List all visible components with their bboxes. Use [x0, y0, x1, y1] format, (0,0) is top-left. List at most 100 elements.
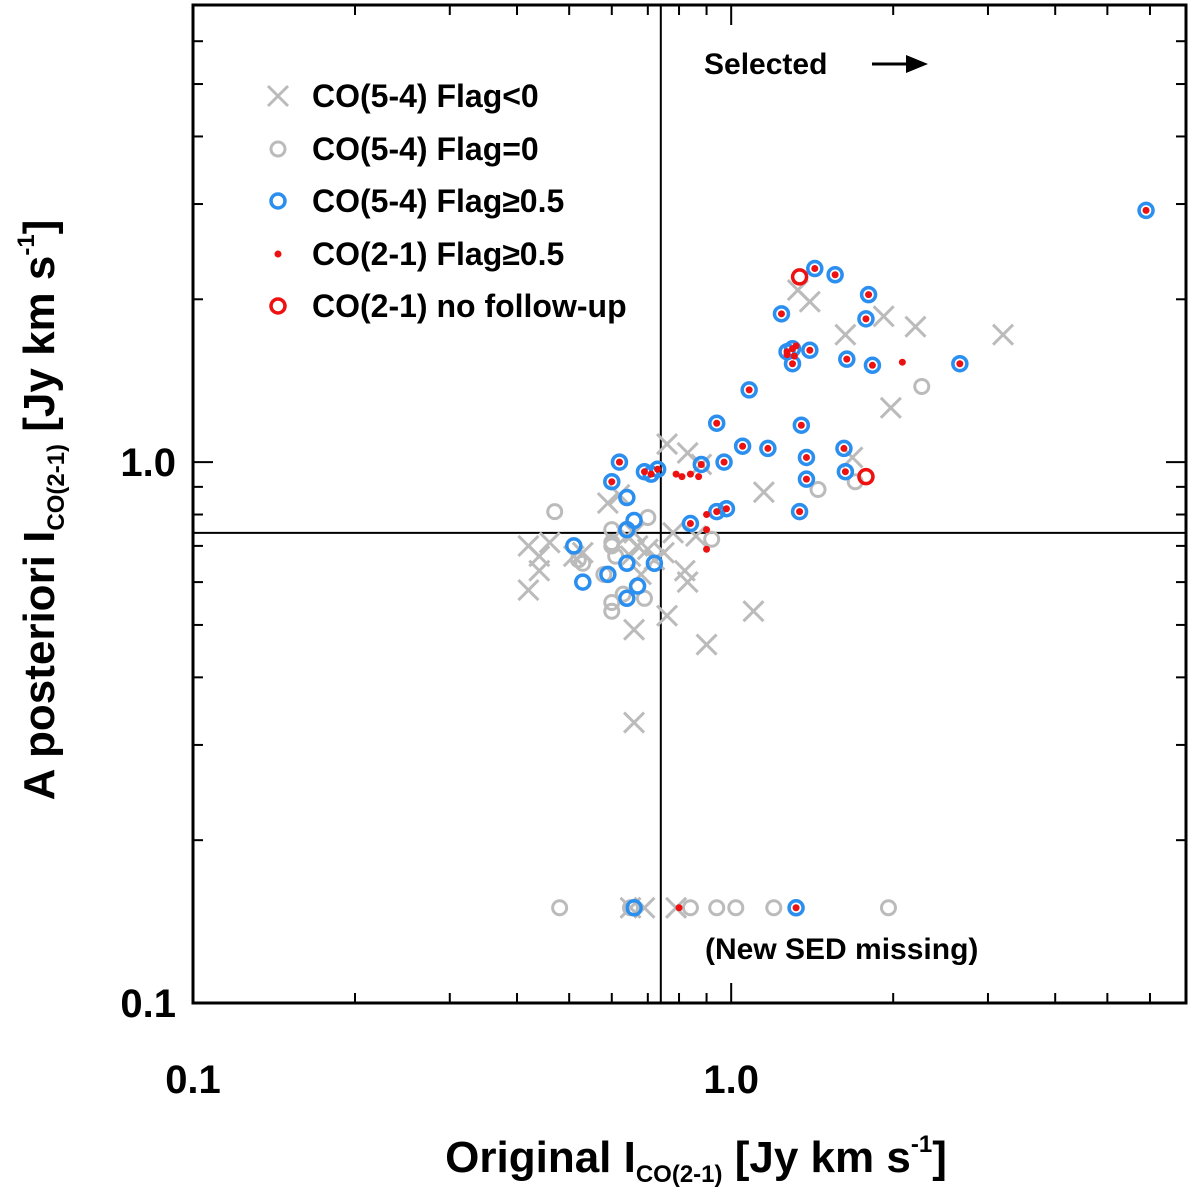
- legend-marker: [266, 84, 290, 108]
- data-point: [797, 470, 816, 488]
- data-point: [951, 354, 969, 373]
- legend-item: CO(2-1) Flag≥0.5: [274, 236, 564, 272]
- data-point: [806, 259, 824, 278]
- data-point: [596, 492, 619, 515]
- data-point: [777, 310, 785, 318]
- data-point: [787, 899, 805, 917]
- data-point: [797, 421, 805, 429]
- data-point: [879, 396, 902, 419]
- data-point: [618, 589, 636, 608]
- data-point: [857, 310, 875, 328]
- series-1: [546, 377, 931, 917]
- x-axis-title-sup: -1: [911, 1131, 932, 1158]
- data-point: [956, 360, 964, 368]
- y-tick-label: 1.0: [120, 441, 176, 485]
- plot-frame: [191, 3, 1188, 1005]
- data-point: [826, 266, 844, 284]
- y-axis-title-sup: -1: [13, 234, 40, 255]
- data-point: [792, 904, 800, 912]
- data-point: [904, 315, 927, 338]
- data-point: [720, 458, 728, 466]
- data-point: [703, 511, 711, 519]
- legend-marker: [269, 297, 287, 315]
- data-point: [835, 439, 853, 458]
- data-point: [608, 478, 616, 486]
- data-point: [615, 458, 623, 466]
- data-point: [625, 899, 643, 917]
- x-axis-title-main: Original I: [445, 1133, 636, 1182]
- data-point: [692, 455, 711, 474]
- data-point: [603, 537, 621, 555]
- annotation-selected: Selected: [704, 48, 827, 81]
- data-point: [675, 904, 683, 912]
- data-point: [727, 899, 745, 917]
- y-axis-title-main: A posteriori I: [15, 531, 64, 801]
- y-axis-title: A posteriori ICO(2-1) [Jy km s-1]: [13, 220, 70, 801]
- data-point: [836, 462, 855, 481]
- data-point: [868, 361, 876, 369]
- data-point: [715, 453, 733, 471]
- data-point: [745, 386, 753, 394]
- data-point: [676, 571, 699, 594]
- data-point: [809, 480, 827, 498]
- legend-label: CO(5-4) Flag=0: [312, 131, 539, 167]
- data-point: [603, 594, 621, 612]
- data-point: [857, 467, 875, 486]
- data-point: [834, 323, 857, 346]
- data-point: [662, 521, 685, 544]
- data-point: [790, 352, 798, 360]
- data-point: [707, 414, 726, 432]
- legend-label: CO(5-4) Flag≥0.5: [312, 183, 564, 219]
- data-point: [722, 505, 730, 513]
- data-point: [565, 537, 583, 555]
- series-4: [790, 268, 875, 486]
- x-axis-title-sub: CO(2-1): [636, 1161, 723, 1188]
- legend-marker: [269, 192, 287, 210]
- data-point: [790, 502, 809, 521]
- x-axis-title-end: ]: [932, 1133, 947, 1182]
- data-point: [991, 323, 1015, 346]
- plot-area: 0.1 1.0 0.1 1.0: [120, 3, 1188, 1102]
- data-point: [1137, 201, 1155, 220]
- data-point: [1142, 206, 1150, 214]
- data-point: [655, 432, 679, 456]
- data-point: [708, 899, 726, 917]
- data-point: [618, 554, 636, 573]
- data-point: [610, 453, 629, 471]
- x-tick-label: 0.1: [165, 1058, 221, 1102]
- data-point: [697, 460, 705, 468]
- legend-item: CO(5-4) Flag=0: [269, 131, 539, 167]
- data-point: [865, 291, 873, 299]
- data-point: [695, 633, 718, 656]
- selected-arrow-icon: [872, 55, 928, 73]
- data-point: [742, 600, 765, 623]
- data-point: [831, 271, 839, 279]
- data-point: [623, 711, 646, 734]
- data-point: [538, 531, 561, 554]
- data-point: [713, 419, 721, 427]
- legend-item: CO(5-4) Flag≥0.5: [269, 183, 564, 219]
- legend-label: CO(2-1) Flag≥0.5: [312, 236, 564, 272]
- data-point: [789, 360, 797, 368]
- data-point: [801, 341, 819, 359]
- data-point: [792, 416, 811, 434]
- data-point: [872, 305, 895, 328]
- data-point: [752, 481, 775, 504]
- data-point: [695, 473, 703, 481]
- legend-marker: [274, 250, 282, 258]
- legend-label: CO(2-1) no follow-up: [312, 288, 627, 324]
- data-point: [652, 541, 676, 564]
- data-point: [618, 520, 636, 539]
- data-point: [733, 437, 752, 455]
- y-axis-title-units: [Jy km s: [15, 256, 64, 444]
- x-tick-label: 1.0: [703, 1058, 759, 1102]
- data-point: [574, 573, 592, 591]
- data-point: [517, 579, 540, 602]
- data-point: [802, 453, 810, 461]
- data-point: [681, 514, 700, 533]
- data-point: [603, 472, 621, 491]
- data-point: [841, 468, 849, 476]
- data-point: [655, 604, 679, 627]
- data-point: [759, 439, 777, 458]
